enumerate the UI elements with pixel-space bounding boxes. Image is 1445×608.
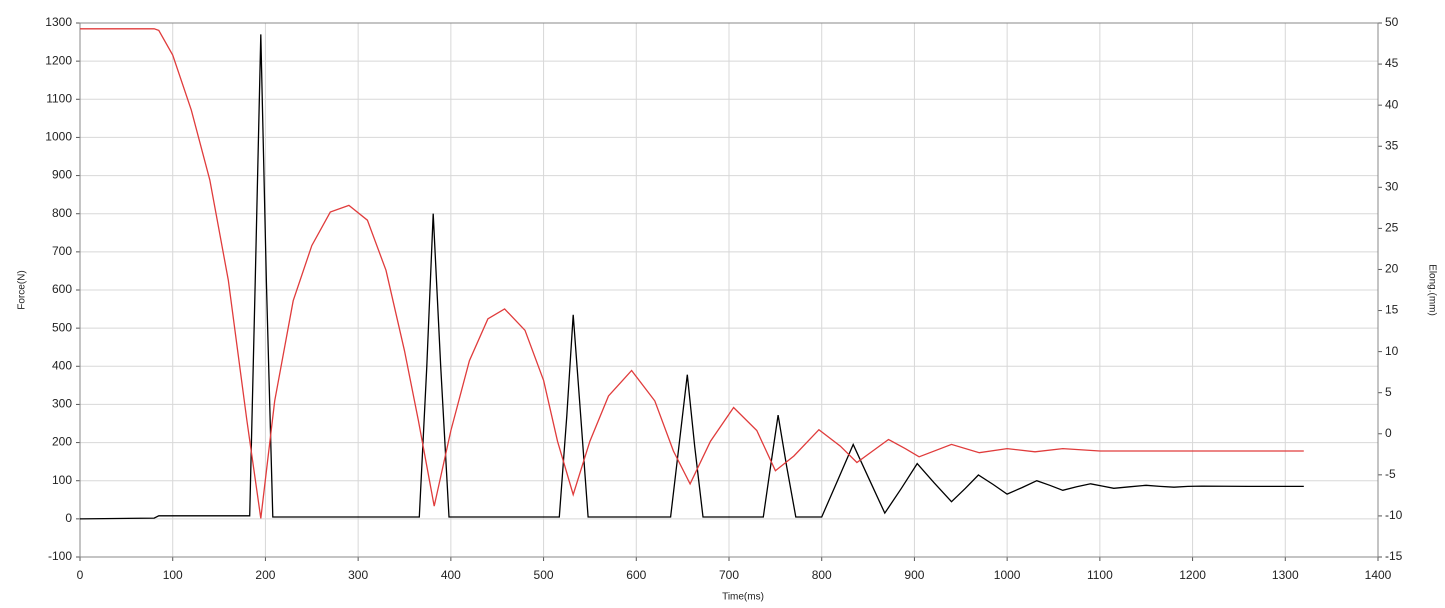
x-tick-label: 400 bbox=[441, 568, 461, 582]
y2-tick-label: -15 bbox=[1385, 549, 1403, 563]
x-tick-label: 800 bbox=[812, 568, 832, 582]
x-tick-label: 700 bbox=[719, 568, 739, 582]
y-tick-label: 500 bbox=[52, 320, 72, 334]
y-tick-label: 1200 bbox=[45, 53, 72, 67]
x-tick-label: 100 bbox=[163, 568, 183, 582]
y2-tick-label: 40 bbox=[1385, 97, 1399, 111]
x-tick-label: 1400 bbox=[1365, 568, 1392, 582]
x-tick-label: 300 bbox=[348, 568, 368, 582]
series-line bbox=[80, 28, 1304, 519]
y2-axis-label: Elong.(mm) bbox=[1426, 264, 1437, 316]
x-tick-label: 600 bbox=[626, 568, 646, 582]
x-tick-label: 1100 bbox=[1087, 568, 1113, 582]
y-tick-label: 0 bbox=[65, 511, 72, 525]
y2-tick-label: 10 bbox=[1385, 344, 1399, 358]
y-tick-label: 400 bbox=[52, 358, 72, 372]
y-tick-label: 700 bbox=[52, 244, 72, 258]
y-tick-label: 1100 bbox=[46, 91, 72, 105]
x-tick-label: 1300 bbox=[1272, 568, 1299, 582]
y-tick-label: 600 bbox=[52, 282, 72, 296]
y-tick-label: -100 bbox=[48, 549, 72, 563]
y2-tick-label: 25 bbox=[1385, 221, 1399, 235]
y-tick-label: 1000 bbox=[45, 130, 72, 144]
x-tick-label: 200 bbox=[255, 568, 275, 582]
plot-frame bbox=[79, 22, 1379, 558]
y-tick-label: 100 bbox=[52, 473, 72, 487]
y2-tick-label: 5 bbox=[1385, 385, 1392, 399]
x-tick-label: 500 bbox=[534, 568, 554, 582]
series-line bbox=[79, 34, 1304, 520]
y2-tick-label: 15 bbox=[1385, 303, 1399, 317]
y2-tick-label: 20 bbox=[1385, 262, 1399, 276]
y-tick-label: 900 bbox=[52, 168, 72, 182]
x-axis-label: Time(ms) bbox=[722, 592, 764, 603]
y2-tick-label: 30 bbox=[1385, 179, 1399, 193]
x-tick-label: 1200 bbox=[1179, 568, 1206, 582]
y-axis-label: Force(N) bbox=[17, 270, 28, 309]
y-tick-label: 300 bbox=[52, 397, 72, 411]
y2-tick-label: -10 bbox=[1385, 508, 1403, 522]
y2-tick-label: 45 bbox=[1385, 56, 1399, 70]
y2-tick-label: 0 bbox=[1385, 426, 1392, 440]
y2-tick-label: 35 bbox=[1385, 138, 1399, 152]
y2-tick-label: -5 bbox=[1385, 467, 1396, 481]
y-tick-label: 200 bbox=[52, 435, 72, 449]
x-tick-label: 900 bbox=[904, 568, 924, 582]
x-tick-label: 1000 bbox=[994, 568, 1021, 582]
y2-tick-label: 50 bbox=[1385, 15, 1399, 29]
x-tick-label: 0 bbox=[77, 568, 84, 582]
y-tick-label: 800 bbox=[52, 206, 72, 220]
y-tick-label: 1300 bbox=[45, 15, 72, 29]
